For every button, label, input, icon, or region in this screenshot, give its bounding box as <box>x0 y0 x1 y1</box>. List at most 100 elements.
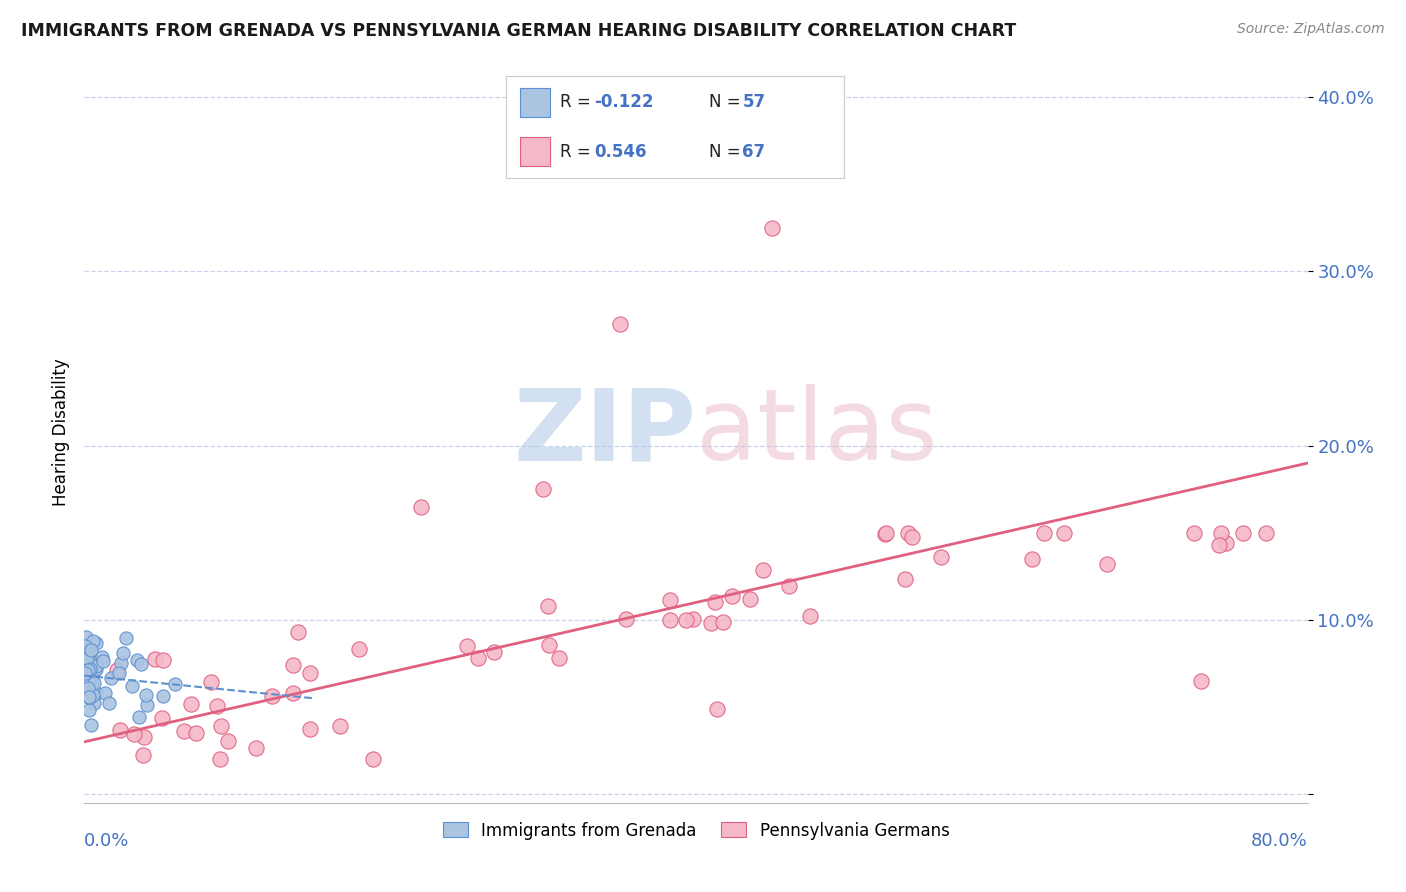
Point <box>132 730 155 744</box>
Point <box>111 646 134 660</box>
Point <box>283 686 305 700</box>
Point <box>75 646 97 660</box>
Point <box>80 678 103 692</box>
Point <box>152 689 174 703</box>
Point <box>82 688 104 702</box>
Point <box>699 615 721 630</box>
Point <box>77 690 100 704</box>
Point <box>531 482 554 496</box>
Point <box>79 702 101 716</box>
Point <box>245 741 267 756</box>
Point <box>752 563 775 577</box>
Point <box>894 572 917 586</box>
Bar <box>520 137 550 166</box>
Point <box>75 639 97 653</box>
Point <box>547 650 569 665</box>
Point <box>86 655 108 669</box>
Point <box>1208 538 1230 552</box>
Point <box>1032 525 1054 540</box>
Point <box>79 647 101 661</box>
Point <box>75 642 97 657</box>
Point <box>761 221 783 235</box>
Point <box>262 689 284 703</box>
Point <box>90 649 112 664</box>
Legend: Immigrants from Grenada, Pennsylvania Germans: Immigrants from Grenada, Pennsylvania Ge… <box>436 815 956 847</box>
Text: Source: ZipAtlas.com: Source: ZipAtlas.com <box>1237 22 1385 37</box>
Point <box>299 665 322 680</box>
Point <box>77 681 100 696</box>
Point <box>173 724 195 739</box>
Point <box>77 677 100 691</box>
Point <box>79 670 101 684</box>
Point <box>82 634 104 648</box>
Text: -0.122: -0.122 <box>593 93 654 111</box>
Point <box>778 579 800 593</box>
Point <box>163 677 186 691</box>
Point <box>76 649 98 664</box>
Point <box>901 530 924 544</box>
Point <box>83 696 105 710</box>
Point <box>738 592 761 607</box>
Point <box>211 719 233 733</box>
Point <box>79 689 101 703</box>
Point <box>79 690 101 705</box>
Point <box>122 727 145 741</box>
Point <box>706 702 728 716</box>
Point <box>929 550 952 565</box>
Point <box>538 639 561 653</box>
Point <box>86 686 108 700</box>
Point <box>76 681 98 695</box>
Point <box>80 670 103 684</box>
Bar <box>520 88 550 117</box>
Point <box>1256 525 1278 540</box>
Text: R =: R = <box>560 93 596 111</box>
Text: N =: N = <box>709 93 745 111</box>
Point <box>875 525 897 540</box>
Text: atlas: atlas <box>696 384 938 481</box>
Point <box>1232 525 1254 540</box>
Point <box>84 636 107 650</box>
Point <box>128 709 150 723</box>
Point <box>1215 536 1237 550</box>
Point <box>110 657 132 671</box>
Point <box>1211 525 1233 540</box>
Point <box>100 671 122 685</box>
Point <box>135 698 157 713</box>
Point <box>184 726 207 740</box>
Point <box>105 664 128 678</box>
Point <box>73 669 96 683</box>
Point <box>131 657 153 671</box>
Point <box>135 688 157 702</box>
Point <box>467 650 489 665</box>
Point <box>79 691 101 706</box>
Point <box>799 609 821 624</box>
Text: 57: 57 <box>742 93 765 111</box>
Point <box>363 752 385 766</box>
Point <box>80 678 103 692</box>
Point <box>76 673 98 688</box>
Point <box>875 527 897 541</box>
Point <box>125 653 148 667</box>
Point <box>143 652 166 666</box>
Point <box>614 612 637 626</box>
Point <box>537 599 560 613</box>
Point <box>897 525 920 540</box>
Text: 0.546: 0.546 <box>593 143 647 161</box>
Point <box>84 662 107 676</box>
Text: R =: R = <box>560 143 596 161</box>
Point <box>1052 525 1074 540</box>
Point <box>409 500 432 514</box>
Point <box>75 630 97 644</box>
Point <box>132 747 155 762</box>
Point <box>79 642 101 657</box>
Point <box>281 658 304 673</box>
Point <box>115 631 138 645</box>
Point <box>84 664 107 678</box>
Point <box>108 723 131 737</box>
Point <box>152 653 174 667</box>
Point <box>299 723 322 737</box>
Point <box>83 676 105 690</box>
Point <box>347 642 370 657</box>
Text: IMMIGRANTS FROM GRENADA VS PENNSYLVANIA GERMAN HEARING DISABILITY CORRELATION CH: IMMIGRANTS FROM GRENADA VS PENNSYLVANIA … <box>21 22 1017 40</box>
Point <box>682 611 704 625</box>
